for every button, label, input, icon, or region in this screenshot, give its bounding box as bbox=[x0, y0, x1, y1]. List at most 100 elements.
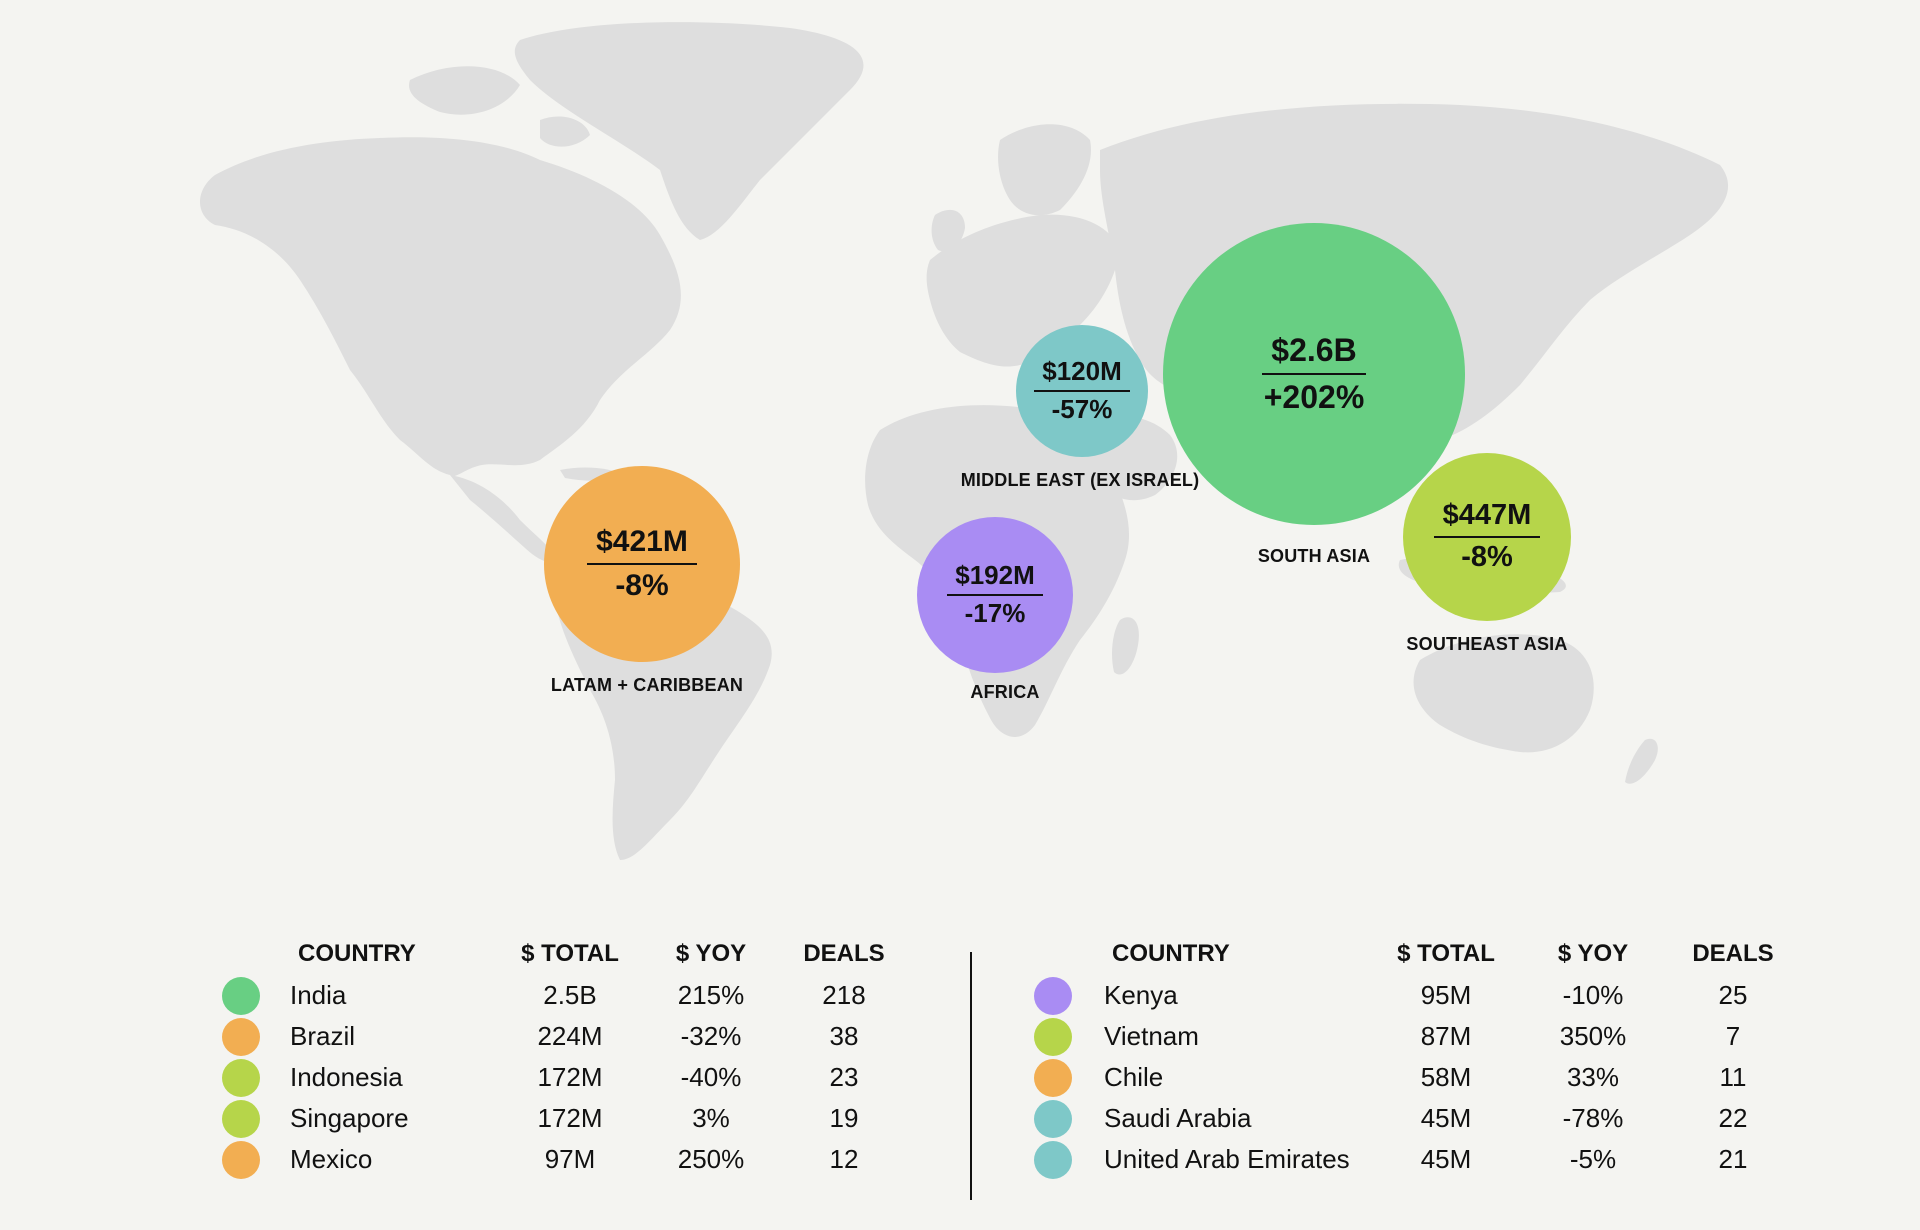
header-deals: DEALS bbox=[803, 940, 885, 967]
cell-country: Vietnam bbox=[1104, 1021, 1199, 1051]
country-table-left: COUNTRY $ TOTAL $ YOY DEALS India 2.5B 215… bbox=[0, 940, 960, 1185]
bubble-africa: $192M -17% bbox=[917, 517, 1073, 673]
cell-deals: 7 bbox=[1725, 1021, 1741, 1051]
header-total: $ TOTAL bbox=[521, 940, 619, 967]
bubble-south-asia: $2.6B +202% bbox=[1163, 223, 1465, 525]
cell-deals: 21 bbox=[1718, 1144, 1748, 1174]
land-arctic-islands bbox=[409, 66, 590, 147]
cell-total: 45M bbox=[1420, 1144, 1472, 1174]
table-row: India 2.5B 215% 218 bbox=[0, 977, 960, 1021]
land-new-zealand bbox=[1625, 738, 1658, 784]
legend-dot bbox=[1034, 1141, 1072, 1179]
cell-yoy: 33% bbox=[1566, 1062, 1620, 1092]
header-country: COUNTRY bbox=[298, 940, 416, 967]
bubble-yoy: -8% bbox=[1461, 541, 1513, 574]
table-row: Saudi Arabia 45M -78% 22 bbox=[0, 1100, 1920, 1144]
bubble-total: $447M bbox=[1433, 499, 1541, 538]
cell-yoy: -78% bbox=[1562, 1103, 1624, 1133]
table-header: COUNTRY $ TOTAL $ YOY DEALS bbox=[0, 940, 1920, 980]
cell-country: India bbox=[290, 980, 347, 1010]
cell-yoy: -10% bbox=[1562, 980, 1624, 1010]
land-madagascar bbox=[1112, 617, 1139, 675]
table-divider bbox=[970, 952, 972, 1200]
bubble-total: $2.6B bbox=[1261, 332, 1367, 375]
table-row: Singapore 172M 3% 19 bbox=[0, 1100, 960, 1144]
table-row: Indonesia 172M -40% 23 bbox=[0, 1059, 960, 1103]
land-scandinavia bbox=[998, 124, 1091, 216]
region-label-latam-caribbean: LATAM + CARIBBEAN bbox=[550, 675, 744, 695]
region-label-southeast-asia: SOUTHEAST ASIA bbox=[1406, 634, 1568, 654]
cell-yoy: -5% bbox=[1569, 1144, 1617, 1174]
country-table-right: COUNTRY $ TOTAL $ YOY DEALS Kenya 95M -10%… bbox=[0, 940, 1920, 1185]
legend-dot bbox=[222, 1018, 260, 1056]
table-row: Brazil 224M -32% 38 bbox=[0, 1018, 960, 1062]
bubble-middle-east: $120M -57% bbox=[1016, 325, 1148, 457]
world-map: $2.6B +202% SOUTH ASIA $120M -57% MIDDLE… bbox=[200, 22, 1729, 860]
cell-deals: 19 bbox=[829, 1103, 859, 1133]
legend-dot bbox=[222, 1141, 260, 1179]
header-yoy: $ YOY bbox=[675, 940, 747, 967]
cell-yoy: 250% bbox=[677, 1144, 745, 1174]
cell-country: Indonesia bbox=[290, 1062, 403, 1092]
land-north-america bbox=[200, 137, 681, 477]
cell-yoy: 215% bbox=[677, 980, 745, 1010]
legend-dot bbox=[1034, 1100, 1072, 1138]
cell-country: Kenya bbox=[1104, 980, 1178, 1010]
table-row: United Arab Emirates 45M -5% 21 bbox=[0, 1141, 1920, 1185]
bubble-yoy: -17% bbox=[964, 598, 1026, 629]
cell-total: 97M bbox=[544, 1144, 596, 1174]
cell-total: 45M bbox=[1420, 1103, 1472, 1133]
land-japan bbox=[1488, 296, 1527, 372]
land-australia bbox=[1413, 634, 1594, 753]
header-deals: DEALS bbox=[1692, 940, 1774, 967]
legend-dot bbox=[222, 1059, 260, 1097]
cell-deals: 12 bbox=[829, 1144, 859, 1174]
cell-total: 224M bbox=[537, 1021, 603, 1051]
bubble-latam-caribbean: $421M -8% bbox=[544, 466, 740, 662]
table-row: Mexico 97M 250% 12 bbox=[0, 1141, 960, 1185]
region-label-middle-east: MIDDLE EAST (EX ISRAEL) bbox=[960, 470, 1200, 490]
cell-total: 87M bbox=[1420, 1021, 1472, 1051]
cell-deals: 22 bbox=[1718, 1103, 1748, 1133]
legend-dot bbox=[1034, 1059, 1072, 1097]
cell-deals: 23 bbox=[829, 1062, 859, 1092]
bubble-total: $120M bbox=[1034, 356, 1130, 392]
header-yoy: $ YOY bbox=[1557, 940, 1629, 967]
cell-total: 172M bbox=[537, 1062, 603, 1092]
cell-deals: 25 bbox=[1718, 980, 1748, 1010]
legend-dot bbox=[1034, 1018, 1072, 1056]
world-map-land bbox=[200, 22, 1729, 860]
cell-yoy: 3% bbox=[692, 1103, 730, 1133]
cell-deals: 218 bbox=[822, 980, 866, 1010]
cell-country: Saudi Arabia bbox=[1104, 1103, 1252, 1133]
cell-total: 95M bbox=[1420, 980, 1472, 1010]
cell-deals: 11 bbox=[1719, 1062, 1747, 1092]
bubble-total: $421M bbox=[587, 525, 697, 565]
land-greenland bbox=[514, 22, 864, 240]
cell-deals: 38 bbox=[829, 1021, 859, 1051]
legend-dot bbox=[222, 1100, 260, 1138]
header-country: COUNTRY bbox=[1112, 940, 1230, 967]
cell-country: Singapore bbox=[290, 1103, 409, 1133]
cell-total: 172M bbox=[537, 1103, 603, 1133]
legend-dot bbox=[1034, 977, 1072, 1015]
land-central-america bbox=[450, 475, 560, 563]
cell-country: United Arab Emirates bbox=[1104, 1144, 1350, 1174]
legend-dot bbox=[222, 977, 260, 1015]
land-uk bbox=[931, 209, 965, 252]
cell-yoy: -40% bbox=[680, 1062, 742, 1092]
table-row: Kenya 95M -10% 25 bbox=[0, 977, 1920, 1021]
bubble-total: $192M bbox=[947, 560, 1043, 596]
region-label-africa: AFRICA bbox=[970, 682, 1040, 702]
cell-total: 58M bbox=[1420, 1062, 1472, 1092]
cell-country: Mexico bbox=[290, 1144, 373, 1174]
cell-yoy: -32% bbox=[680, 1021, 742, 1051]
cell-country: Brazil bbox=[290, 1021, 356, 1051]
header-total: $ TOTAL bbox=[1397, 940, 1495, 967]
cell-yoy: 350% bbox=[1559, 1021, 1627, 1051]
bubble-yoy: -8% bbox=[615, 568, 669, 602]
table-header: COUNTRY $ TOTAL $ YOY DEALS bbox=[0, 940, 960, 980]
bubble-yoy: -57% bbox=[1051, 394, 1113, 425]
bubble-southeast-asia: $447M -8% bbox=[1403, 453, 1571, 621]
bubble-yoy: +202% bbox=[1263, 378, 1365, 415]
